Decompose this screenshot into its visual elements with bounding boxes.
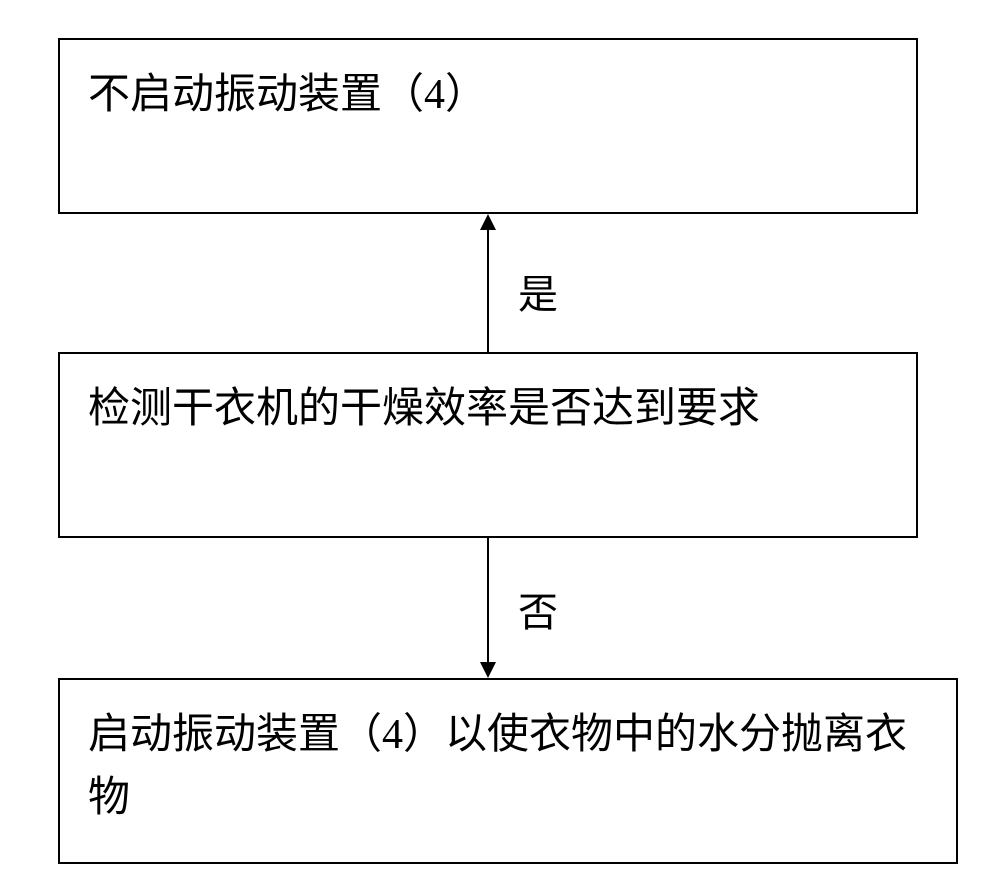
edge-yes-label: 是 <box>518 262 558 320</box>
edge-no-arrow <box>476 538 500 678</box>
edge-yes-arrow <box>476 214 500 352</box>
flowchart-canvas: 不启动振动装置（4） 检测干衣机的干燥效率是否达到要求 启动振动装置（4）以使衣… <box>0 0 1000 881</box>
node-top: 不启动振动装置（4） <box>58 38 918 214</box>
node-middle: 检测干衣机的干燥效率是否达到要求 <box>58 352 918 538</box>
edge-no-label: 否 <box>518 580 558 638</box>
node-bottom: 启动振动装置（4）以使衣物中的水分抛离衣物 <box>58 678 958 864</box>
